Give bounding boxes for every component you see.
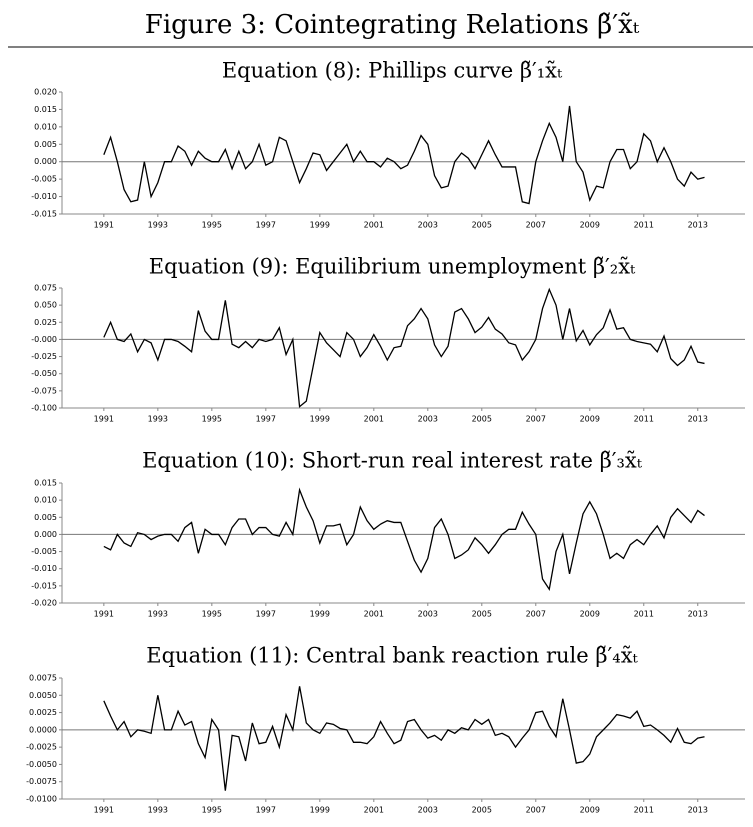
y-tick-label: -0.100 xyxy=(31,404,57,413)
y-tick-label: 0.050 xyxy=(34,301,57,310)
x-tick-label: 2009 xyxy=(580,415,600,424)
x-tick-label: 2013 xyxy=(688,806,708,815)
x-tick-label: 2003 xyxy=(418,806,438,815)
y-tick-label: 0.015 xyxy=(34,105,57,114)
x-tick-label: 2001 xyxy=(364,415,384,424)
y-tick-label: -0.075 xyxy=(31,386,57,395)
y-tick-label: -0.005 xyxy=(31,175,57,184)
series-line xyxy=(103,686,705,791)
chart-title: Equation (8): Phillips curve β̃′₁x̃ₜ xyxy=(222,59,563,83)
x-tick-label: 1991 xyxy=(94,221,114,230)
y-tick-label: 0.005 xyxy=(34,140,57,149)
x-tick-label: 2013 xyxy=(688,610,708,619)
figure-title: Figure 3: Cointegrating Relations β̃′x̃ₜ xyxy=(145,10,640,40)
x-tick-label: 1997 xyxy=(256,610,276,619)
x-tick-label: 2001 xyxy=(364,610,384,619)
x-tick-label: 2005 xyxy=(472,415,492,424)
x-tick-label: 2007 xyxy=(526,221,546,230)
x-tick-label: 2005 xyxy=(472,221,492,230)
x-tick-label: 2009 xyxy=(580,610,600,619)
y-tick-label: -0.015 xyxy=(31,581,57,590)
x-tick-label: 1997 xyxy=(256,221,276,230)
chart-title: Equation (9): Equilibrium unemployment β… xyxy=(149,255,636,279)
x-tick-label: 1999 xyxy=(310,806,330,815)
y-tick-label: 0.0025 xyxy=(29,708,57,717)
x-tick-label: 1999 xyxy=(310,415,330,424)
x-tick-label: 1991 xyxy=(94,610,114,619)
y-tick-label: 0.025 xyxy=(34,318,57,327)
x-tick-label: 1995 xyxy=(202,221,222,230)
y-tick-label: 0.0050 xyxy=(29,691,57,700)
y-tick-label: 0.075 xyxy=(34,284,57,293)
x-tick-label: 2009 xyxy=(580,221,600,230)
y-tick-label: 0.020 xyxy=(34,88,57,97)
y-tick-label: 0.015 xyxy=(34,479,57,488)
y-tick-label: -0.0050 xyxy=(26,760,57,769)
x-tick-label: 1995 xyxy=(202,415,222,424)
x-tick-label: 2013 xyxy=(688,415,708,424)
y-tick-label: 0.000 xyxy=(34,157,57,166)
x-tick-label: 1999 xyxy=(310,610,330,619)
y-tick-label: 0.000 xyxy=(34,530,57,539)
chart-title: Equation (11): Central bank reaction rul… xyxy=(146,644,638,668)
x-tick-label: 1997 xyxy=(256,415,276,424)
y-tick-label: 0.005 xyxy=(34,513,57,522)
x-tick-label: 2001 xyxy=(364,221,384,230)
x-tick-label: 2007 xyxy=(526,806,546,815)
x-tick-label: 2003 xyxy=(418,415,438,424)
x-tick-label: 1993 xyxy=(148,415,168,424)
x-tick-label: 1999 xyxy=(310,221,330,230)
y-tick-label: -0.0100 xyxy=(26,795,57,804)
x-tick-label: 1993 xyxy=(148,221,168,230)
y-tick-label: -0.015 xyxy=(31,210,57,219)
x-tick-label: 1993 xyxy=(148,610,168,619)
y-tick-label: 0.0075 xyxy=(29,674,57,683)
x-tick-label: 1995 xyxy=(202,610,222,619)
y-tick-label: 0.0000 xyxy=(29,725,57,734)
x-tick-label: 2003 xyxy=(418,221,438,230)
series-line xyxy=(103,487,705,592)
x-tick-label: 1993 xyxy=(148,806,168,815)
y-tick-label: 0.010 xyxy=(34,496,57,505)
x-tick-label: 2001 xyxy=(364,806,384,815)
y-tick-label: -0.0025 xyxy=(26,743,57,752)
y-tick-label: -0.005 xyxy=(31,547,57,556)
x-tick-label: 2013 xyxy=(688,221,708,230)
x-tick-label: 1995 xyxy=(202,806,222,815)
y-tick-label: 0.010 xyxy=(34,122,57,131)
series-line xyxy=(103,287,705,408)
chart-title: Equation (10): Short-run real interest r… xyxy=(142,449,643,473)
y-tick-label: -0.050 xyxy=(31,369,57,378)
y-tick-label: -0.0075 xyxy=(26,777,57,786)
x-tick-label: 2011 xyxy=(634,415,654,424)
x-tick-label: 2003 xyxy=(418,610,438,619)
x-tick-label: 2005 xyxy=(472,610,492,619)
x-tick-label: 2007 xyxy=(526,415,546,424)
y-tick-label: -0.000 xyxy=(31,335,57,344)
y-tick-label: -0.010 xyxy=(31,564,57,573)
x-tick-label: 2011 xyxy=(634,806,654,815)
series-line xyxy=(103,105,705,205)
x-tick-label: 1991 xyxy=(94,806,114,815)
x-tick-label: 2007 xyxy=(526,610,546,619)
x-tick-label: 2011 xyxy=(634,221,654,230)
x-tick-label: 2005 xyxy=(472,806,492,815)
x-tick-label: 2009 xyxy=(580,806,600,815)
x-tick-label: 1997 xyxy=(256,806,276,815)
y-tick-label: -0.010 xyxy=(31,192,57,201)
y-tick-label: -0.020 xyxy=(31,599,57,608)
y-tick-label: -0.025 xyxy=(31,352,57,361)
x-tick-label: 1991 xyxy=(94,415,114,424)
x-tick-label: 2011 xyxy=(634,610,654,619)
